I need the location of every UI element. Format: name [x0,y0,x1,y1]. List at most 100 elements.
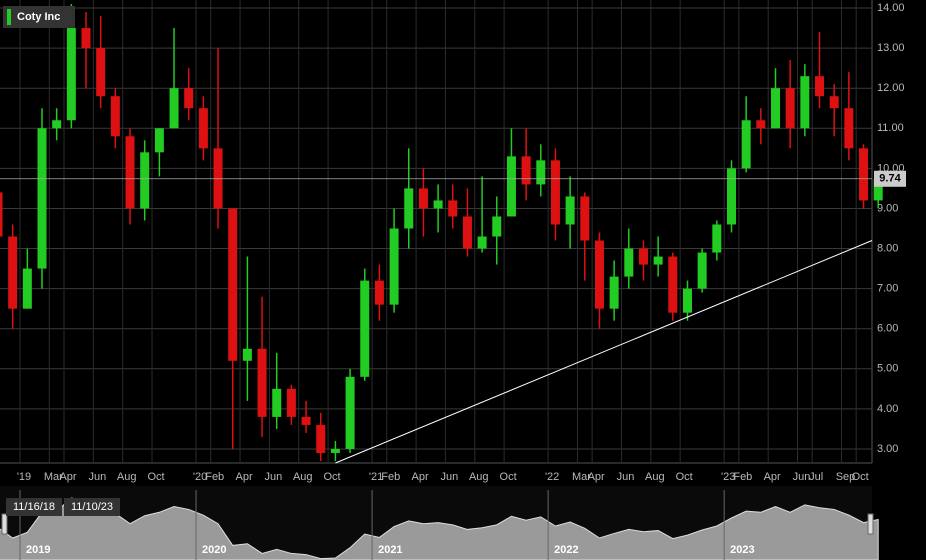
x-tick-label: Mar [572,471,591,483]
x-tick-label: '23 [721,471,735,483]
y-tick-label: 5.00 [877,363,898,375]
x-tick-label: Sep [836,471,856,483]
candle-body [418,188,428,209]
candle-body [800,76,810,129]
candle-body [536,160,546,185]
candle-body [8,236,18,309]
candle-body [580,196,590,241]
x-tick-label: Oct [147,471,164,483]
candle-body [140,152,150,209]
x-tick-label: Aug [469,471,489,483]
candle-body [316,424,326,453]
candle-body [66,28,76,121]
candle-body [22,268,32,309]
x-tick-label: Mar [44,471,63,483]
x-tick-label: Jul [809,471,823,483]
candle-body [52,120,62,129]
legend-box [3,6,75,28]
candle-body [125,136,135,209]
candle-body [330,448,340,453]
x-tick-label: Aug [117,471,137,483]
date-chip [6,498,62,516]
candle-body [873,178,883,201]
candle-body [697,252,707,289]
candle-body [653,256,663,265]
candle-body [96,48,106,97]
trendline [335,240,873,464]
candle-body [712,224,722,253]
y-tick-label: 3.00 [877,443,898,455]
last-value-box [874,170,906,187]
legend-swatch [7,9,11,25]
candle-body [594,240,604,309]
candle-body [360,280,370,377]
candle-body [829,96,839,109]
x-tick-label: Feb [733,471,752,483]
candle-body [859,148,869,201]
x-tick-label: Apr [235,471,252,483]
candle-body [110,96,120,137]
candle-body [301,416,311,425]
candle-body [726,168,736,225]
candle-body [81,28,91,49]
y-tick-label: 8.00 [877,242,898,254]
navigator-year: 2022 [554,544,578,556]
navigator-area [0,497,879,560]
candle-body [844,108,854,149]
candle-body [492,216,502,237]
candle-body [213,148,223,209]
x-tick-label: '19 [17,471,31,483]
candle-body [815,76,825,97]
candle-body [771,88,781,129]
candle-body [198,108,208,149]
x-tick-label: Apr [412,471,429,483]
navigator-year: 2020 [202,544,226,556]
navigator-handle [867,513,874,535]
x-tick-label: '20 [193,471,207,483]
x-tick-label: Apr [764,471,781,483]
y-tick-label: 13.00 [877,42,905,54]
last-value-label: 9.74 [879,173,901,185]
start-date: 11/16/18 [13,501,55,513]
x-tick-label: Aug [645,471,665,483]
candle-body [550,160,560,225]
date-chip [64,498,120,516]
candle-body [433,200,443,209]
candle-body [154,128,164,153]
navigator-handle [1,513,8,535]
x-tick-label: Aug [293,471,313,483]
y-tick-label: 11.00 [877,122,904,134]
plot: 3.004.005.006.007.008.009.0010.0011.0012… [0,0,906,560]
candle-body [404,188,414,229]
x-tick-label: Oct [676,471,693,483]
candle-body [462,216,472,249]
x-tick-label: Feb [381,471,400,483]
x-tick-label: '22 [545,471,559,483]
x-tick-label: Oct [500,471,517,483]
y-tick-label: 9.00 [877,202,898,214]
candle-body [565,196,575,225]
candle-body [0,192,3,237]
x-tick-label: '21 [369,471,383,483]
candle-body [169,88,179,129]
candle-body [184,88,194,109]
candle-body [609,276,619,309]
x-tick-label: Feb [205,471,224,483]
y-tick-label: 4.00 [877,403,898,415]
x-tick-label: Jun [793,471,811,483]
candle-body [272,388,282,417]
candle-body [286,388,296,417]
x-tick-label: Oct [324,471,341,483]
x-tick-label: Apr [588,471,605,483]
candle-body [521,156,531,185]
candle-body [242,348,252,361]
x-tick-label: Jun [441,471,459,483]
candle-body [257,348,267,417]
candle-body [682,288,692,313]
chart-title: Coty Inc [17,11,60,23]
y-tick-label: 14.00 [877,2,905,14]
candle-body [506,156,516,217]
x-tick-label: Apr [59,471,76,483]
